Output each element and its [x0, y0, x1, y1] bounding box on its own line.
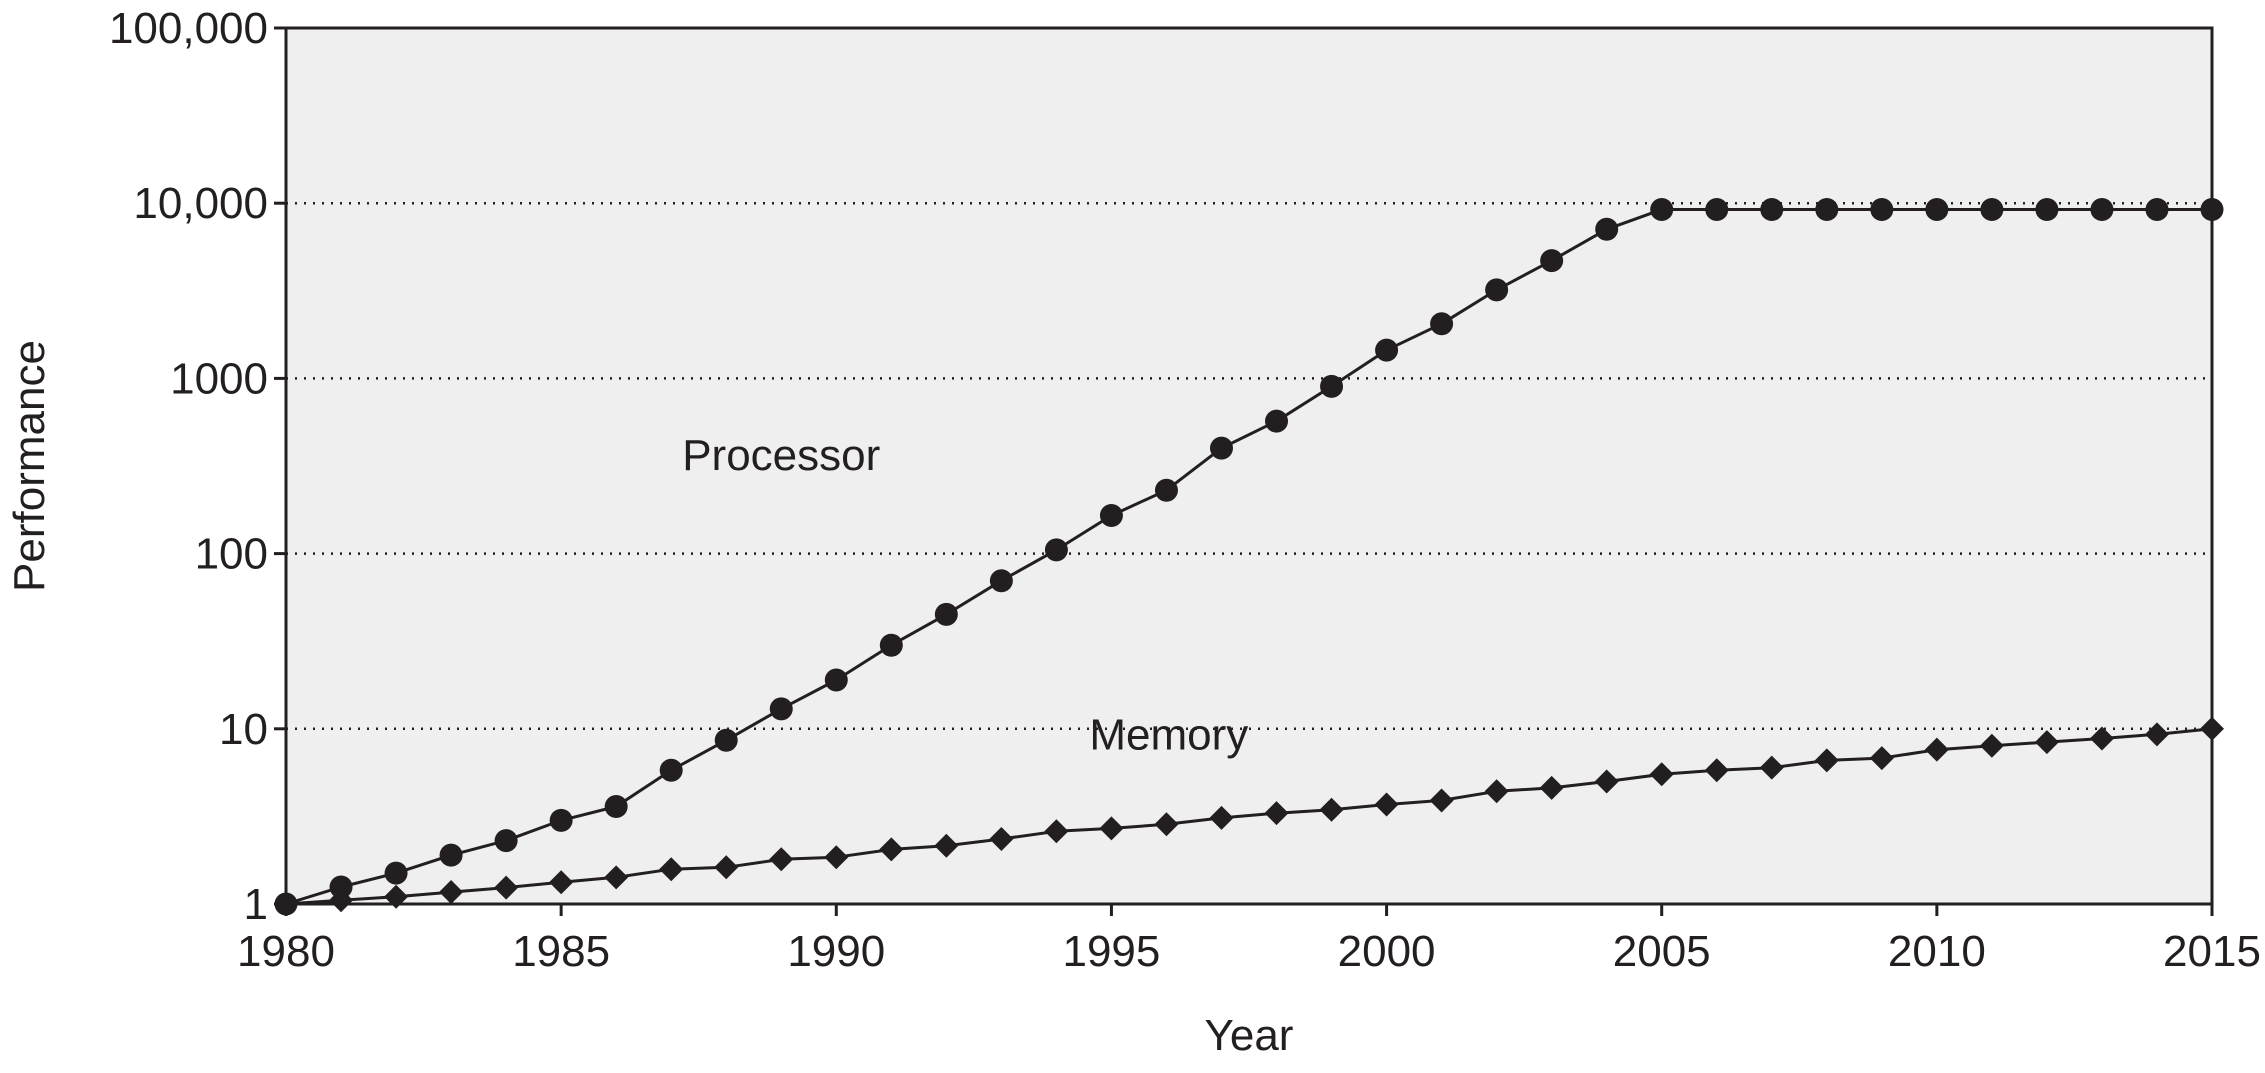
memory-data-point	[934, 833, 959, 858]
processor-data-point	[1044, 538, 1068, 562]
processor-data-point	[1485, 278, 1509, 302]
y-tick-label: 100,000	[109, 4, 268, 53]
processor-data-point	[1650, 198, 1674, 222]
processor-data-point	[384, 861, 408, 885]
memory-data-point	[1264, 801, 1289, 826]
memory-data-point	[714, 855, 739, 880]
y-tick-label: 10	[219, 705, 268, 754]
memory-data-point	[329, 888, 354, 913]
processor-data-point	[824, 668, 848, 692]
plot-area	[284, 26, 2214, 906]
memory-data-point	[1539, 775, 1564, 800]
marker-layer	[274, 198, 2224, 916]
memory-data-point	[769, 847, 794, 872]
processor-data-point	[1705, 198, 1729, 222]
processor-data-point	[1815, 198, 1839, 222]
y-tick-label: 100	[195, 530, 268, 579]
memory-data-point	[1484, 779, 1509, 804]
x-tick-label: 1985	[512, 927, 610, 976]
processor-data-point	[1099, 503, 1123, 527]
memory-data-point	[1099, 816, 1124, 841]
memory-data-point	[1869, 746, 1894, 771]
memory-data-point	[1759, 755, 1784, 780]
series-labels: Processor Memory	[682, 431, 1248, 760]
processor-data-point	[1375, 338, 1399, 362]
memory-data-point	[2034, 730, 2059, 755]
memory-data-point	[384, 884, 409, 909]
processor-data-point	[714, 728, 738, 752]
x-axis-ticks: 1980 1985 1990 1995 2000 2005 2010 2015	[237, 904, 2261, 976]
x-tick-label: 1980	[237, 927, 335, 976]
memory-data-point	[1704, 758, 1729, 783]
x-axis-title: Year	[1205, 1011, 1294, 1060]
processor-data-point	[769, 697, 793, 721]
processor-data-point	[329, 875, 353, 899]
processor-data-point	[1265, 409, 1289, 433]
processor-data-point	[1154, 478, 1178, 502]
memory-data-point	[1154, 812, 1179, 837]
processor-data-point	[1430, 312, 1454, 336]
memory-data-point	[604, 865, 629, 890]
memory-data-point	[1979, 733, 2004, 758]
processor-data-point	[2200, 198, 2224, 222]
processor-data-point	[494, 829, 518, 853]
memory-data-point	[1374, 792, 1399, 817]
x-tick-label: 2005	[1613, 927, 1711, 976]
x-tick-label: 2010	[1888, 927, 1986, 976]
memory-data-point	[439, 880, 464, 905]
memory-data-point	[2089, 726, 2114, 751]
memory-data-point	[1649, 762, 1674, 787]
processor-data-point	[549, 808, 573, 832]
memory-data-point	[2200, 716, 2224, 741]
memory-data-point	[1044, 819, 1069, 844]
memory-data-point	[494, 875, 519, 900]
processor-data-point	[2090, 198, 2114, 222]
y-axis-title: Performance	[5, 340, 54, 592]
processor-data-point	[1760, 198, 1784, 222]
memory-series-label: Memory	[1089, 711, 1248, 760]
processor-data-point	[1595, 217, 1619, 241]
memory-data-point	[879, 837, 904, 862]
processor-data-point	[2145, 198, 2169, 222]
processor-data-point	[604, 795, 628, 819]
processor-data-point	[1540, 249, 1564, 273]
x-tick-label: 1990	[787, 927, 885, 976]
y-axis-ticks: 1 10 100 1000 10,000 100,000	[109, 4, 286, 929]
gridlines	[286, 201, 2212, 731]
memory-data-point	[1319, 797, 1344, 822]
processor-data-point	[659, 758, 683, 782]
y-tick-label: 10,000	[133, 179, 268, 228]
processor-data-point	[2035, 198, 2059, 222]
memory-data-point	[1594, 769, 1619, 794]
memory-data-point	[989, 826, 1014, 851]
processor-data-point	[989, 569, 1013, 593]
x-tick-label: 2015	[2163, 927, 2261, 976]
memory-data-point	[659, 857, 684, 882]
processor-data-point	[1209, 436, 1233, 460]
y-tick-label: 1	[244, 880, 268, 929]
processor-data-point	[439, 843, 463, 867]
y-tick-label: 1000	[170, 354, 268, 403]
processor-data-point	[1870, 198, 1894, 222]
x-tick-label: 2000	[1338, 927, 1436, 976]
processor-data-point	[1980, 198, 2004, 222]
memory-data-point	[549, 870, 574, 895]
processor-data-point	[879, 633, 903, 657]
memory-data-point	[1209, 805, 1234, 830]
memory-data-point	[1814, 748, 1839, 773]
memory-data-point	[824, 845, 849, 870]
processor-data-point	[1320, 374, 1344, 398]
processor-data-point	[934, 602, 958, 626]
memory-data-point	[1429, 788, 1454, 813]
processor-series-label: Processor	[682, 431, 880, 480]
memory-data-point	[1924, 737, 1949, 762]
processor-data-point	[1925, 198, 1949, 222]
x-tick-label: 1995	[1062, 927, 1160, 976]
memory-data-point	[2144, 722, 2169, 747]
